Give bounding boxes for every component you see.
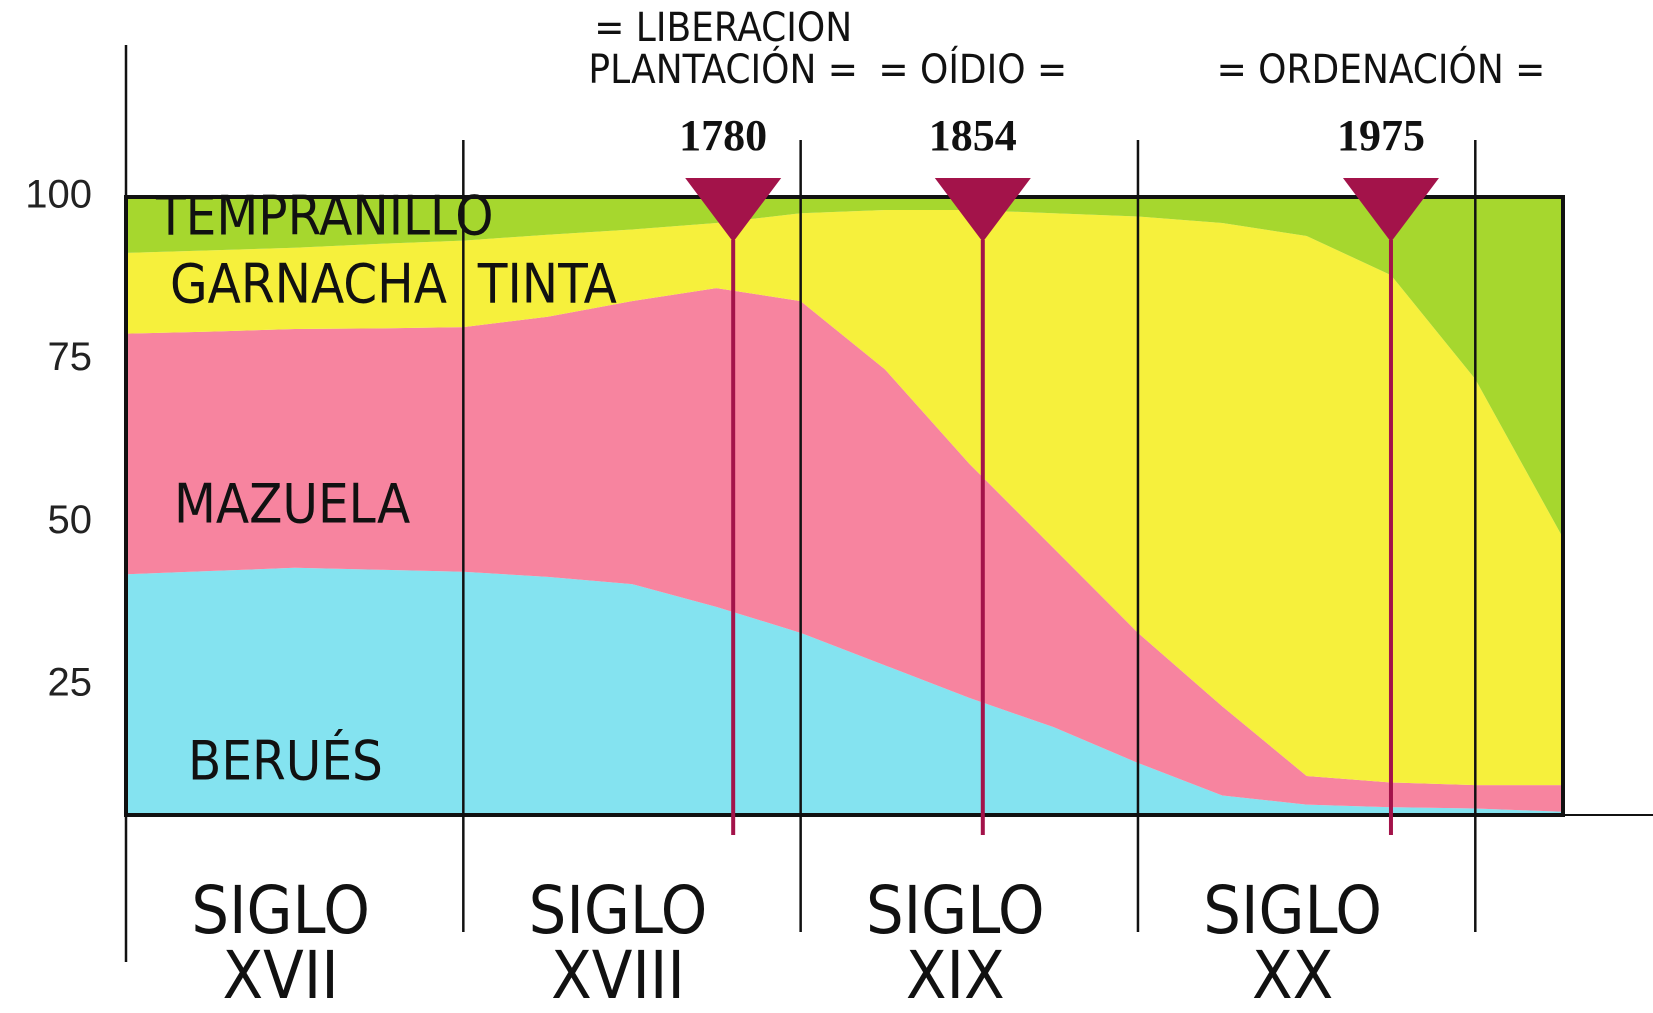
y-tick-label: 100 — [25, 173, 92, 217]
series-label: MAZUELA — [174, 473, 410, 536]
area — [126, 197, 1563, 538]
y-tick-label: 50 — [48, 498, 93, 542]
century-label: XVIII — [551, 937, 685, 1013]
century-label: SIGLO — [529, 872, 708, 949]
event-note: = ORDENACIÓN = — [1217, 45, 1546, 93]
century-label: SIGLO — [866, 872, 1045, 949]
event-marker — [1342, 178, 1439, 242]
event-marker — [685, 178, 782, 242]
century-label: SIGLO — [1203, 872, 1382, 949]
y-tick-label: 75 — [48, 335, 93, 379]
event-note: = OÍDIO = — [878, 45, 1067, 93]
event-year: 1975 — [1337, 111, 1425, 160]
series-label: BERUÉS — [188, 730, 383, 793]
event-year: 1780 — [679, 111, 767, 160]
series-label: TEMPRANILLO — [155, 185, 493, 248]
event-year: 1854 — [929, 111, 1017, 160]
area — [126, 288, 1563, 812]
century-label: XIX — [906, 937, 1005, 1013]
century-label: XX — [1252, 937, 1333, 1013]
areas — [126, 197, 1563, 815]
area — [126, 567, 1563, 815]
event-note: = LIBERACION — [594, 5, 852, 51]
event-marker — [934, 178, 1031, 242]
century-label: SIGLO — [191, 872, 370, 949]
century-label: XVII — [223, 937, 339, 1013]
y-tick-label: 25 — [48, 660, 93, 704]
event-note: PLANTACIÓN = — [588, 45, 858, 93]
area — [126, 210, 1563, 786]
series-label: GARNACHA TINTA — [170, 253, 617, 316]
